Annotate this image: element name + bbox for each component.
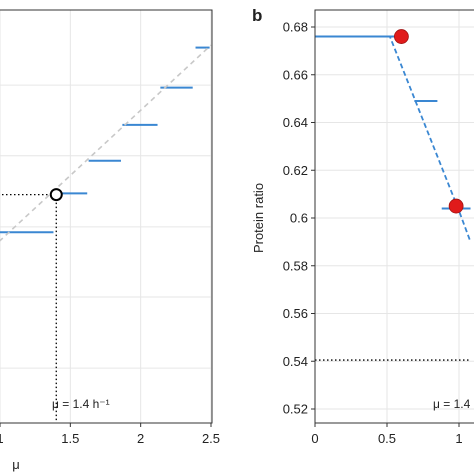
panel-a-frame [0,9,213,424]
panel-b-y-tick-label-4: 0.6 [290,211,308,226]
panel-a-grid [0,10,212,423]
panel-a-trend-line [0,44,212,242]
panel-b-grid [315,10,474,423]
panel-a-tick-labels: 1 1.5 2 2.5 [0,423,220,446]
panel-b-frame [314,9,474,424]
panel-b-series [315,29,472,361]
panel-b-y-tick-label-8: 0.68 [283,20,308,35]
panel-b-y-tick-label-0: 0.52 [283,402,308,417]
panel-b-y-tick-label-5: 0.62 [283,163,308,178]
panel-a-x-axis-label: μ [12,457,20,472]
panel-b-marker-0 [393,29,409,44]
panel-b-y-tick-label-1: 0.54 [283,354,308,369]
panel-b-y-tick-label-7: 0.66 [283,67,308,82]
panel-b: 0 0.5 1 0.52 0.54 0.56 0.58 0.6 0.62 0.64 0.66 0.68… [251,6,474,446]
panel-b-x-tick-label-0: 0 [311,431,318,446]
panel-b-y-tick-label-6: 0.64 [283,115,308,130]
panel-a-annotation: μ = 1.4 h⁻¹ [52,397,110,411]
panel-a-x-tick-label-1: 1.5 [61,431,79,446]
panel-b-marker-1 [448,198,464,214]
panel-a-marker [49,188,63,202]
panel-b-letter: b [252,6,262,25]
panel-b-tick-labels: 0 0.5 1 0.52 0.54 0.56 0.58 0.6 0.62 0.64 0.66 0.68 [283,20,463,447]
panel-a-x-tick-label-0: 1 [0,431,4,446]
panel-b-x-tick-label-1: 0.5 [378,431,396,446]
panel-a: 1 1.5 2 2.5 μ μ = 1.4 h⁻¹ [0,9,220,472]
panel-b-y-tick-label-2: 0.56 [283,306,308,321]
panel-b-annotation: μ = 1.4 [433,397,471,411]
panel-b-y-tick-label-3: 0.58 [283,258,308,273]
panel-b-y-axis-label: Protein ratio [251,183,266,253]
panel-a-x-tick-label-2: 2 [137,431,144,446]
panel-a-series [0,44,212,423]
panel-b-trend-line [315,35,472,243]
panel-b-x-tick-label-2: 1 [455,431,462,446]
panel-a-x-tick-label-3: 2.5 [202,431,220,446]
